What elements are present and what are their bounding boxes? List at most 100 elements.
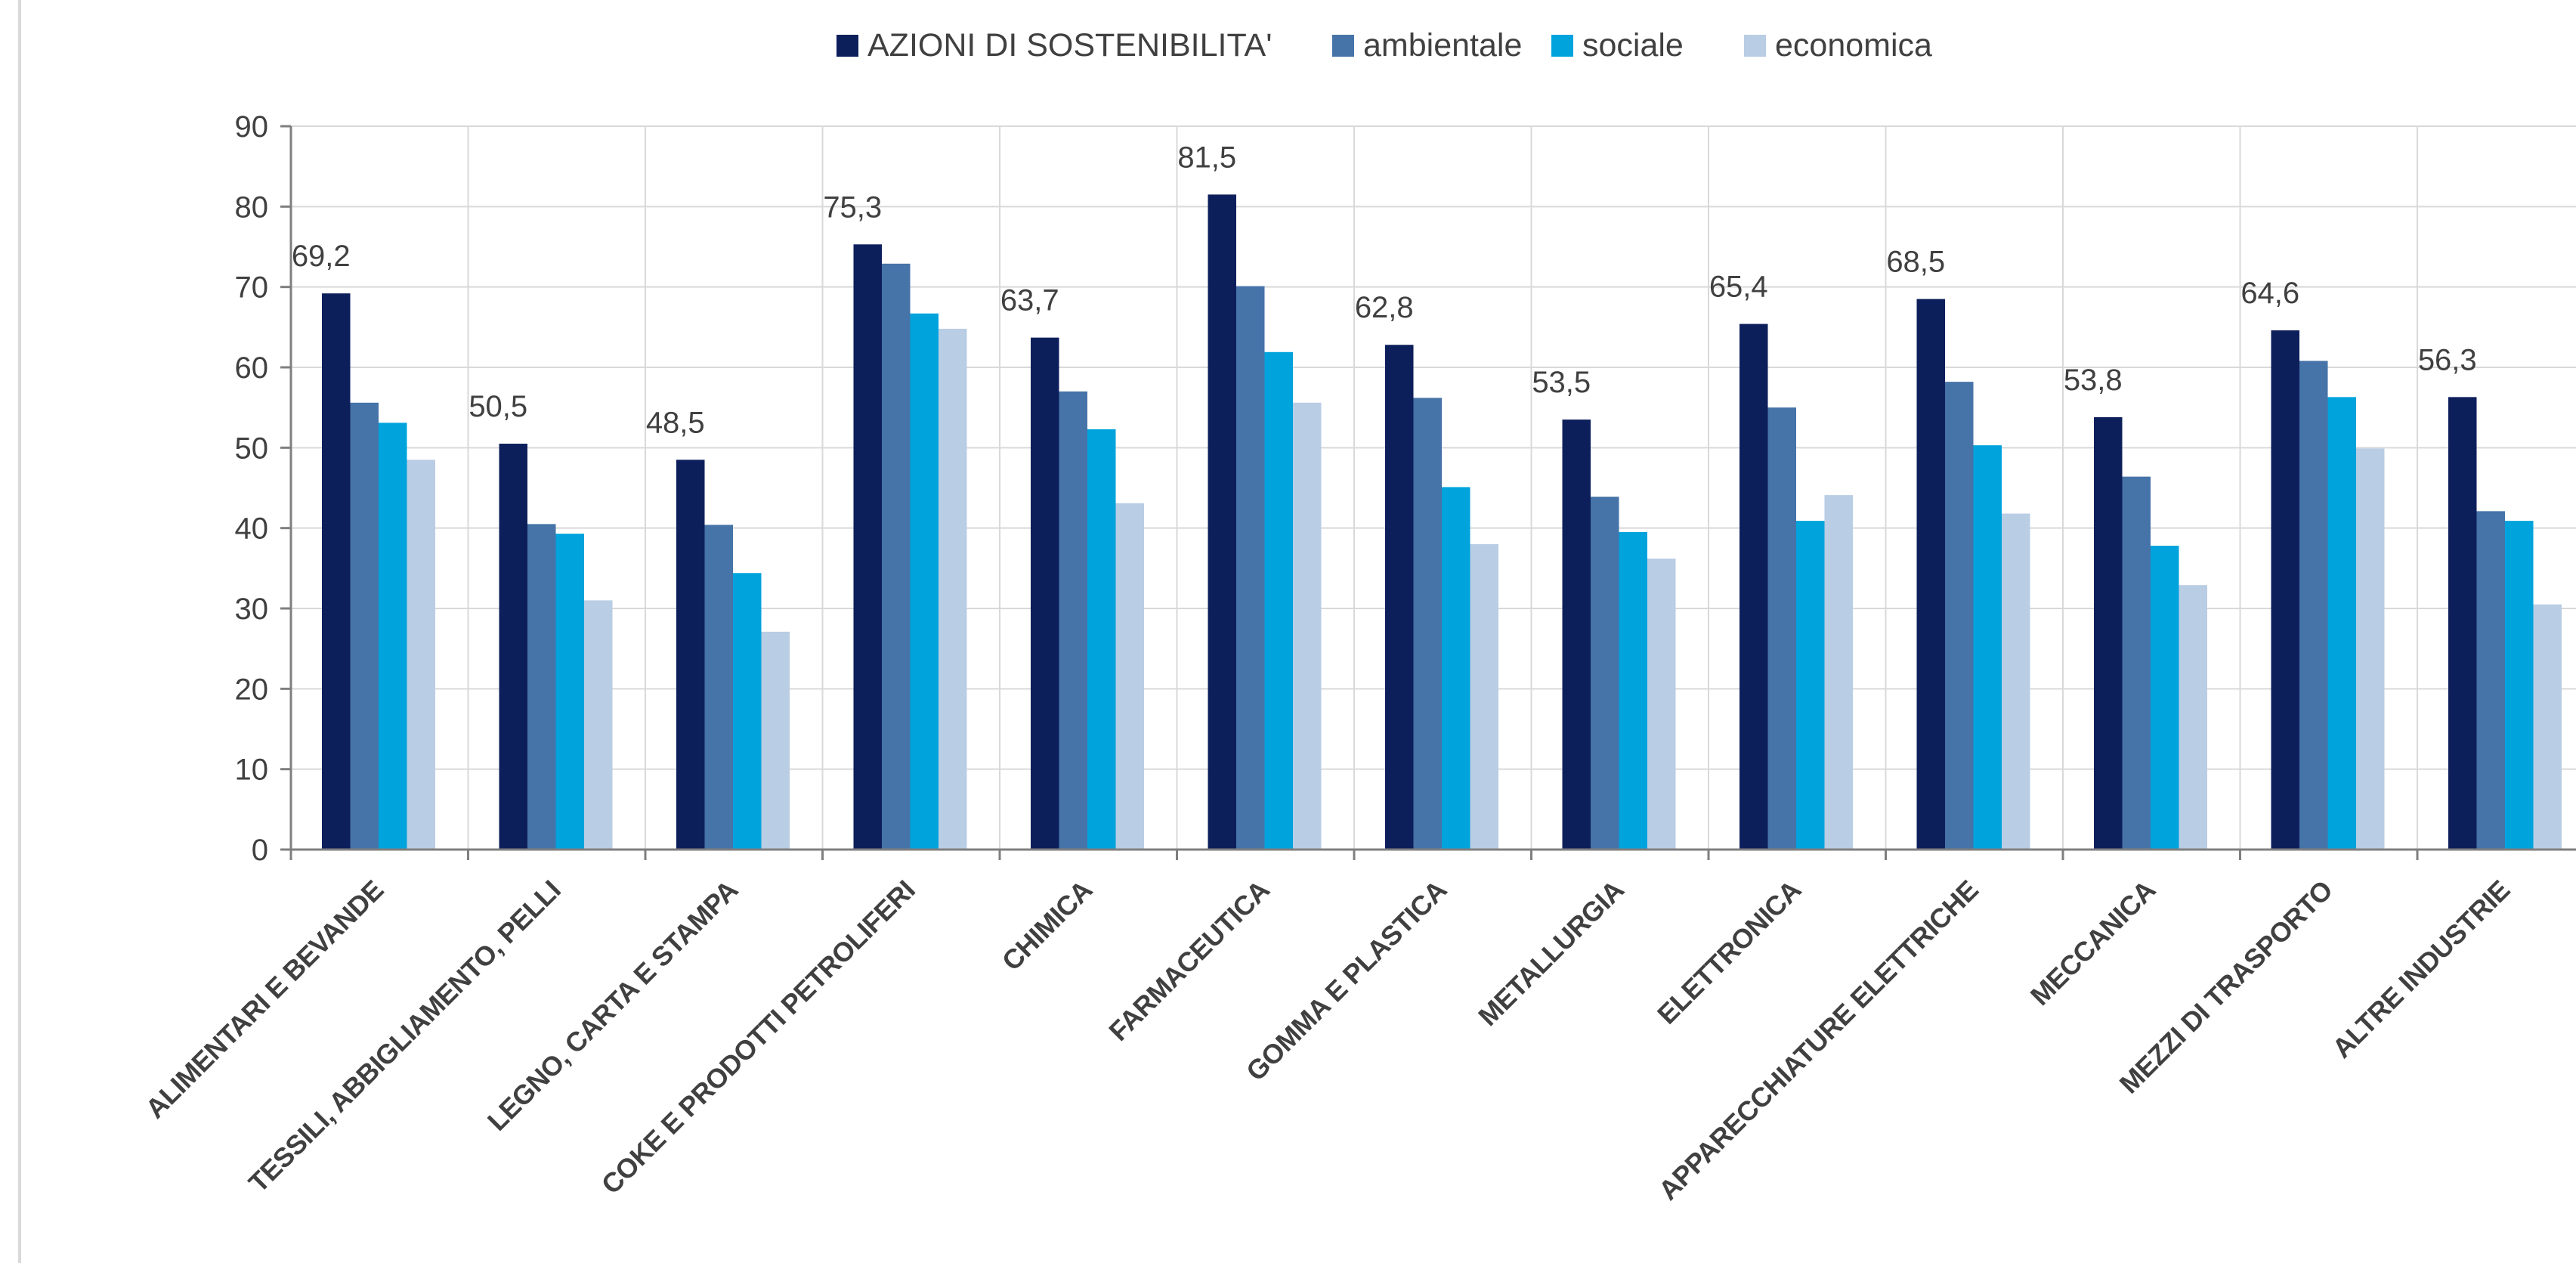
legend-swatch-3 xyxy=(1551,35,1573,57)
data-label-9: 65,4 xyxy=(1709,271,1768,304)
legend-swatch-1 xyxy=(837,35,858,57)
bar-5-series-2 xyxy=(1059,391,1087,850)
bar-12-series-2 xyxy=(2299,361,2328,850)
bar-1-series-2 xyxy=(350,402,379,850)
y-tick-label-90: 90 xyxy=(235,110,269,144)
bar-12-series-1 xyxy=(2271,330,2299,850)
bar-2-series-4 xyxy=(584,600,613,850)
y-tick-label-0: 0 xyxy=(252,834,268,867)
bar-2-series-1 xyxy=(499,444,527,850)
bar-3-series-2 xyxy=(704,525,733,850)
bar-8-series-3 xyxy=(1619,531,1647,850)
legend-label-3: sociale xyxy=(1582,27,1684,63)
bar-13-series-1 xyxy=(2448,397,2477,850)
y-axis: 0 10 20 30 40 50 60 70 80 90 xyxy=(235,110,292,867)
y-tick-label-70: 70 xyxy=(235,271,269,305)
bar-4-series-1 xyxy=(853,244,882,850)
bar-1-series-3 xyxy=(379,423,407,850)
y-tick-label-50: 50 xyxy=(235,432,269,465)
x-category-label-5: CHIMICA xyxy=(996,874,1099,977)
bar-5-series-3 xyxy=(1087,429,1116,850)
y-tick-label-80: 80 xyxy=(235,190,269,224)
bar-2-series-3 xyxy=(555,534,584,850)
data-label-4: 75,3 xyxy=(823,190,882,224)
bar-8-series-4 xyxy=(1647,559,1676,850)
legend-label-1: AZIONI DI SOSTENIBILITA' xyxy=(867,27,1272,63)
bar-5-series-1 xyxy=(1031,337,1059,850)
bar-9-series-3 xyxy=(1796,521,1825,850)
data-label-6: 81,5 xyxy=(1177,141,1236,174)
bar-11-series-1 xyxy=(2094,416,2123,850)
data-label-13: 56,3 xyxy=(2418,343,2477,376)
x-category-label-2: TESSILI, ABBIGLIAMENTO, PELLI xyxy=(243,875,567,1199)
bar-7-series-4 xyxy=(1470,543,1498,850)
bar-7-series-1 xyxy=(1385,345,1414,850)
bar-6-series-4 xyxy=(1293,402,1322,850)
bar-7-series-3 xyxy=(1442,487,1470,850)
chart-legend: AZIONI DI SOSTENIBILITA' ambientale social… xyxy=(837,27,1932,63)
bar-11-series-3 xyxy=(2151,546,2179,850)
bar-3-series-4 xyxy=(761,631,790,850)
bars-group xyxy=(322,194,2562,850)
gridlines xyxy=(291,125,2576,850)
bar-11-series-4 xyxy=(2179,585,2207,850)
bar-3-series-3 xyxy=(733,573,762,850)
bar-9-series-4 xyxy=(1824,495,1853,850)
bar-6-series-2 xyxy=(1236,286,1265,850)
data-label-7: 62,8 xyxy=(1355,291,1414,324)
bar-1-series-1 xyxy=(322,293,351,850)
bar-12-series-3 xyxy=(2327,397,2356,850)
data-label-1: 69,2 xyxy=(292,240,351,273)
y-tick-label-60: 60 xyxy=(235,351,269,385)
bar-4-series-4 xyxy=(939,328,967,850)
x-category-label-9: ELETTRONICA xyxy=(1651,874,1807,1029)
y-tick-label-20: 20 xyxy=(235,673,269,706)
data-label-10: 68,5 xyxy=(1886,246,1945,279)
bar-6-series-3 xyxy=(1264,351,1293,850)
bar-4-series-2 xyxy=(882,263,911,850)
left-frame-line xyxy=(18,0,21,1263)
legend-swatch-2 xyxy=(1332,35,1354,57)
bar-8-series-2 xyxy=(1591,497,1619,850)
legend-label-2: ambientale xyxy=(1363,27,1522,63)
bar-10-series-1 xyxy=(1916,299,1945,850)
data-label-8: 53,5 xyxy=(1532,366,1591,399)
legend-swatch-4 xyxy=(1744,35,1766,57)
x-category-label-10: APPARECCHIATURE ELETTRICHE xyxy=(1653,875,1984,1206)
data-labels-group: 69,2 50,5 48,5 75,3 63,7 81,5 62,8 53,5 65,4 68,5… xyxy=(292,141,2477,439)
bar-9-series-1 xyxy=(1739,323,1768,850)
data-label-11: 53,8 xyxy=(2064,364,2123,397)
x-category-label-8: METALLURGIA xyxy=(1472,874,1630,1032)
data-label-5: 63,7 xyxy=(1000,284,1059,317)
bar-3-series-1 xyxy=(676,460,705,850)
bar-13-series-2 xyxy=(2476,511,2505,850)
bar-7-series-2 xyxy=(1413,398,1442,850)
bar-13-series-3 xyxy=(2505,521,2534,850)
y-tick-label-40: 40 xyxy=(235,512,269,546)
bar-10-series-2 xyxy=(1945,382,1974,850)
data-label-2: 50,5 xyxy=(469,390,527,423)
data-label-12: 64,6 xyxy=(2240,277,2299,310)
bar-5-series-4 xyxy=(1115,503,1144,850)
bar-10-series-3 xyxy=(1973,445,2002,850)
bar-13-series-4 xyxy=(2533,604,2562,850)
x-category-label-6: FARMACEUTICA xyxy=(1102,874,1276,1047)
y-tick-label-30: 30 xyxy=(235,593,269,626)
bar-10-series-4 xyxy=(2002,513,2030,850)
bar-8-series-1 xyxy=(1562,419,1591,850)
bar-6-series-1 xyxy=(1208,194,1236,850)
bar-9-series-2 xyxy=(1767,407,1796,850)
x-category-label-4: COKE E PRODOTTI PETROLIFERI xyxy=(595,875,921,1200)
data-label-3: 48,5 xyxy=(646,406,705,439)
bar-4-series-3 xyxy=(910,313,939,850)
y-tick-label-10: 10 xyxy=(235,754,269,787)
legend-label-4: economica xyxy=(1775,27,1932,63)
bar-2-series-2 xyxy=(527,524,556,850)
bar-1-series-4 xyxy=(407,460,435,850)
bar-11-series-2 xyxy=(2122,476,2151,850)
x-category-label-7: GOMMA E PLASTICA xyxy=(1240,874,1453,1087)
x-category-label-11: MECCANICA xyxy=(2024,874,2162,1011)
x-category-label-13: ALTRE INDUSTRIE xyxy=(2326,875,2516,1064)
